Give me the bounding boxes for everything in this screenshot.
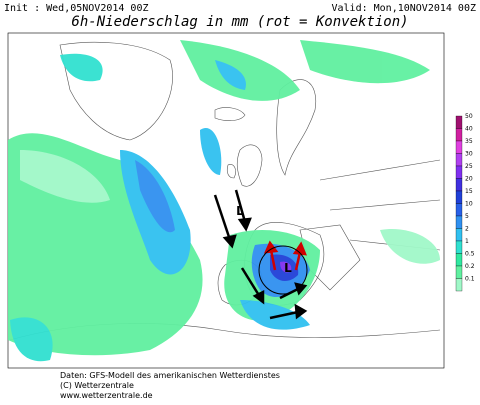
map: L L — [7, 32, 445, 369]
legend-swatch — [455, 128, 463, 142]
legend-swatch — [455, 215, 463, 229]
legend-label: 35 — [465, 138, 473, 145]
legend-label: 0.5 — [465, 251, 475, 258]
legend-label: 1 — [465, 238, 469, 245]
legend-label: 25 — [465, 163, 473, 170]
legend-label: 30 — [465, 151, 473, 158]
footer-line: Daten: GFS-Modell des amerikanischen Wet… — [60, 371, 280, 380]
legend-label: 15 — [465, 188, 473, 195]
legend-swatch — [455, 228, 463, 242]
footer: Daten: GFS-Modell des amerikanischen Wet… — [60, 371, 280, 400]
legend-swatch — [455, 153, 463, 167]
legend-swatch — [455, 140, 463, 154]
legend-swatch — [455, 190, 463, 204]
low-pressure-label: L — [236, 204, 244, 218]
legend-swatch — [455, 253, 463, 267]
legend-label: 40 — [465, 126, 473, 133]
legend-swatch — [455, 203, 463, 217]
legend-label: 10 — [465, 201, 473, 208]
low-pressure-label: L — [284, 261, 292, 275]
legend-label: 50 — [465, 113, 473, 120]
footer-line: www.wetterzentrale.de — [60, 391, 153, 400]
footer-line: (C) Wetterzentrale — [60, 381, 134, 390]
legend: 50 40 35 30 25 20 15 10 5 2 1 0.5 0.2 0.1 — [455, 113, 475, 292]
legend-label: 5 — [465, 213, 469, 220]
legend-swatch — [455, 178, 463, 192]
legend-label: 0.1 — [465, 276, 475, 283]
legend-swatch — [455, 240, 463, 254]
legend-label: 2 — [465, 226, 469, 233]
legend-swatch — [455, 265, 463, 279]
legend-swatch — [455, 278, 463, 292]
legend-swatch — [455, 115, 463, 129]
init-time: Init : Wed,05NOV2014 00Z — [4, 3, 149, 14]
map-title: 6h-Niederschlag in mm (rot = Konvektion) — [71, 14, 408, 30]
valid-time: Valid: Mon,10NOV2014 00Z — [332, 3, 477, 14]
legend-label: 0.2 — [465, 263, 475, 270]
legend-label: 20 — [465, 176, 473, 183]
legend-swatch — [455, 165, 463, 179]
